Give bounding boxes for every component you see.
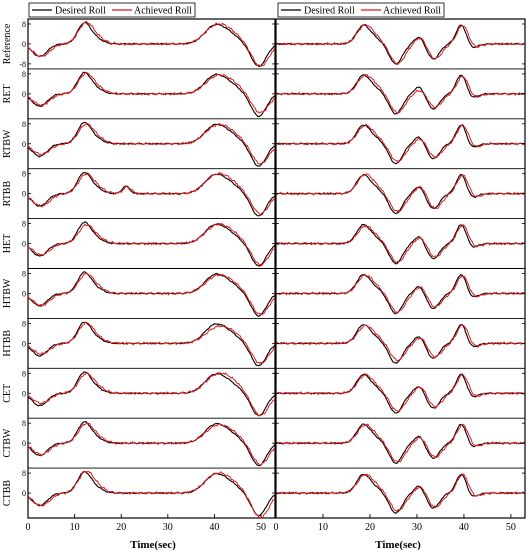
y-tick-label: 0 (22, 489, 26, 498)
row-label-reference: Reference (2, 23, 13, 64)
y-tick-label: 8 (22, 170, 26, 179)
achieved-roll-line-htbw-left (27, 272, 276, 316)
x-tick-label: 40 (459, 522, 469, 533)
achieved-roll-line-ctbw-right (275, 423, 526, 463)
y-tick-label: 8 (22, 20, 26, 29)
achieved-roll-line-htbb-left (28, 321, 275, 365)
y-tick-label: 8 (22, 269, 26, 278)
achieved-roll-line-reference-right (275, 23, 525, 65)
y-tick-label: 8 (22, 220, 26, 229)
x-tick-label: 0 (26, 522, 31, 533)
y-tick-label: 8 (22, 469, 26, 478)
legend-right-desired-label: Desired Roll (304, 6, 355, 17)
achieved-roll-line-ret-left (27, 72, 276, 114)
desired-roll-line-ctbb-right (275, 473, 526, 514)
achieved-roll-line-ctbb-right (275, 473, 526, 512)
row-label-cet: CET (2, 384, 13, 403)
panel-frames (27, 18, 526, 519)
achieved-roll-line-rtbb-right (276, 173, 526, 213)
y-tick-label: 0 (22, 40, 26, 49)
y-tick-label: 8 (22, 70, 26, 79)
achieved-roll-line-ctbw-left (27, 422, 276, 466)
desired-roll-line-ctbb-left (27, 470, 276, 517)
achieved-roll-line-rtbw-right (275, 123, 526, 164)
x-tick-label: 20 (365, 522, 375, 533)
y-tick-label: 8 (22, 419, 26, 428)
legend-left-achieved-label: Achieved Roll (134, 6, 192, 17)
x-axis-label-left: Time(sec) (130, 539, 176, 550)
achieved-roll-line-ret-right (275, 73, 526, 115)
x-tick-label: 10 (70, 522, 80, 533)
achieved-roll-line-ctbb-left (27, 470, 276, 519)
achieved-roll-line-het-left (27, 222, 276, 267)
y-tick-label: 0 (22, 190, 26, 199)
row-label-het: HET (2, 234, 13, 253)
y-tick-label: 0 (22, 389, 26, 398)
x-tick-label: 30 (412, 522, 422, 533)
achieved-roll-line-htbb-right (275, 323, 526, 362)
y-tick-label: 0 (22, 439, 26, 448)
y-tick-label: 0 (22, 240, 26, 249)
y-tick-label: 0 (22, 289, 26, 298)
legend-right: Desired Roll Achieved Roll (277, 2, 445, 18)
y-tick-label: -8 (19, 60, 26, 69)
desired-roll-line-htbw-left (27, 271, 276, 318)
row-label-ctbw: CTBW (2, 428, 13, 457)
desired-roll-line-rtbb-right (275, 173, 526, 214)
y-tick-label: 8 (22, 369, 26, 378)
achieved-roll-line-cet-left (27, 372, 276, 417)
x-tick-label: 10 (318, 522, 328, 533)
y-tick-label: 8 (22, 319, 26, 328)
row-label-htbw: HTBW (2, 278, 13, 308)
desired-roll-line-reference-left (27, 21, 276, 67)
achieved-roll-line-rtbb-left (27, 171, 276, 216)
achieved-roll-line-cet-right (275, 373, 526, 412)
x-tick-label: 20 (116, 522, 126, 533)
legend-left: Desired Roll Achieved Roll (28, 2, 196, 18)
row-label-rtbw: RTBW (2, 129, 13, 158)
x-tick-label: 30 (163, 522, 173, 533)
achieved-roll-line-htbw-right (275, 273, 526, 314)
y-tick-label: 0 (22, 339, 26, 348)
x-axis-label-right: Time(sec) (375, 539, 421, 550)
y-tick-label: 0 (22, 140, 26, 149)
series-lines (27, 20, 526, 519)
achieved-roll-line-rtbw-left (27, 122, 276, 165)
x-tick-label: 50 (256, 522, 266, 533)
achieved-roll-line-reference-left (27, 20, 276, 67)
desired-roll-line-het-right (275, 223, 526, 265)
legend-right-achieved-label: Achieved Roll (383, 6, 441, 17)
desired-roll-line-htbw-right (275, 273, 526, 315)
row-label-htbb: HTBB (2, 330, 13, 357)
tick-marks (27, 23, 525, 518)
achieved-roll-line-het-right (275, 224, 526, 264)
x-tick-label: 0 (274, 522, 279, 533)
row-label-ctbb: CTBB (2, 480, 13, 506)
y-tick-label: 8 (22, 120, 26, 129)
x-tick-label: 50 (506, 522, 516, 533)
x-tick-label: 40 (209, 522, 219, 533)
row-label-ret: RET (2, 84, 13, 103)
y-tick-label: 0 (22, 90, 26, 99)
row-label-rtbb: RTBB (2, 181, 13, 207)
legend-left-desired-label: Desired Roll (55, 6, 106, 17)
tick-labels: -8 0 8 Reference 0 8 RET 0 8 RTBW 0 8 RTBB 0 8 HET 0 8 HTB… (2, 20, 516, 533)
